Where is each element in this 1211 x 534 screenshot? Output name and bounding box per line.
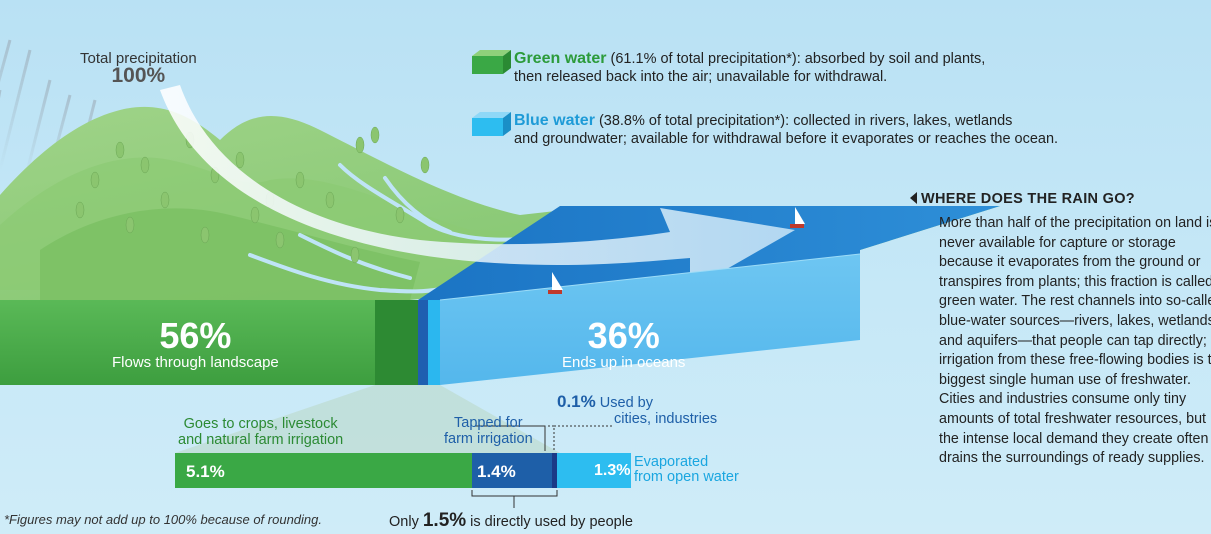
green-swatch: [472, 50, 511, 74]
cities-value: 0.1%: [557, 392, 596, 411]
evaporated-value: 1.3%: [594, 462, 631, 479]
oceans-percent: 36%: [587, 315, 660, 356]
precipitation-percent: 100%: [111, 64, 166, 87]
crops-label-line2: and natural farm irrigation: [178, 432, 344, 448]
legend-green: Green water (61.1% of total precipitatio…: [514, 50, 985, 86]
landscape-stat: 56% Flows through landscape: [112, 318, 279, 372]
evap-label-line2: from open water: [634, 469, 739, 485]
summary-suffix: is directly used by people: [466, 514, 633, 530]
landscape-label: Flows through landscape: [112, 354, 279, 371]
blue-swatch: [472, 112, 511, 136]
blue-water-line2: and groundwater; available for withdrawa…: [514, 131, 1059, 147]
summary-value: 1.5%: [422, 510, 467, 531]
blue-water-line1: (38.8% of total precipitation*): collect…: [594, 113, 1013, 129]
farm-irrigation-label: Tapped for farm irrigation: [444, 415, 533, 447]
breakdown-funnel: [175, 385, 560, 453]
sidebar-text: More than half of the precipitation on l…: [939, 215, 1211, 467]
green-water-name: Green water: [514, 50, 607, 67]
farm-value: 1.4%: [477, 462, 516, 481]
oceans-label: Ends up in oceans: [562, 354, 686, 371]
farm-label-line2: farm irrigation: [444, 431, 533, 447]
breakdown-bar: [175, 453, 631, 488]
green-water-line2: then released back into the air; unavail…: [514, 69, 888, 85]
green-water-line1: (61.1% of total precipitation*): absorbe…: [606, 51, 986, 67]
oceans-stat: 36% Ends up in oceans: [562, 318, 685, 372]
blue-water-name: Blue water: [514, 112, 595, 129]
ocean-front: [440, 254, 860, 385]
farm-label-line1: Tapped for: [454, 415, 523, 431]
cities-label-line2: cities, industries: [614, 411, 718, 427]
crops-value: 5.1%: [186, 462, 225, 481]
evap-label-line1: Evaporated: [634, 454, 709, 470]
crops-label-line1: Goes to crops, livestock: [183, 416, 338, 432]
summary-text: Only 1.5% is directly used by people: [389, 510, 633, 532]
flow-arrow: [160, 85, 795, 290]
total-precipitation-label: Total precipitation 100%: [80, 50, 197, 87]
summary-prefix: Only: [389, 514, 423, 530]
sailboats: [548, 207, 805, 294]
sidebar-arrow-icon: [910, 192, 917, 204]
landscape-percent: 56%: [159, 315, 232, 356]
footnote: *Figures may not add up to 100% because …: [4, 512, 322, 527]
cities-label: 0.1% Used by cities, industries: [557, 392, 718, 427]
precipitation-label: Total precipitation: [80, 50, 197, 67]
evaporated-label: Evaporated from open water: [634, 455, 739, 485]
landscape-front: [0, 300, 418, 385]
crops-label: Goes to crops, livestock and natural far…: [178, 416, 343, 448]
cities-label-line1: Used by: [599, 395, 653, 411]
legend-blue: Blue water (38.8% of total precipitation…: [514, 112, 1058, 148]
sidebar-heading: WHERE DOES THE RAIN GO?: [921, 191, 1135, 207]
